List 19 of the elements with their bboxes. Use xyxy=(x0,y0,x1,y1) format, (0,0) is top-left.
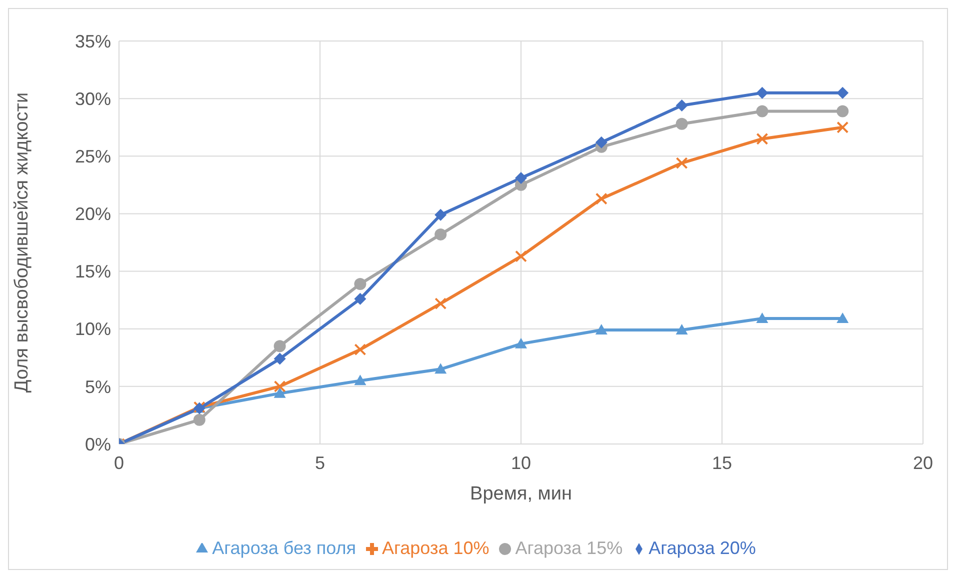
y-tick-label: 0% xyxy=(84,434,111,454)
y-tick-label: 20% xyxy=(74,204,111,224)
legend-label: Агароза без поля xyxy=(212,538,356,558)
x-tick-label: 20 xyxy=(912,452,934,473)
y-tick-label: 30% xyxy=(74,88,111,109)
y-tick-label: 5% xyxy=(84,376,111,397)
x-tick-label: 10 xyxy=(510,452,532,473)
y-tick-label: 15% xyxy=(74,262,111,282)
legend-label: Агароза 20% xyxy=(648,538,756,558)
x-tick-label: 15 xyxy=(712,452,732,473)
x-axis-title: Время, мин xyxy=(470,483,572,504)
y-tick-label: 10% xyxy=(74,319,111,340)
legend-label: Агароза 15% xyxy=(515,538,623,558)
x-tick-label: 5 xyxy=(314,452,326,473)
x-tick-label: 0 xyxy=(114,452,124,473)
y-axis-title: Доля высвободившейся жидкости xyxy=(12,92,33,393)
legend-label: Агароза 10% xyxy=(382,538,490,558)
y-tick-label: 25% xyxy=(74,146,111,167)
y-tick-label: 35% xyxy=(74,31,111,52)
